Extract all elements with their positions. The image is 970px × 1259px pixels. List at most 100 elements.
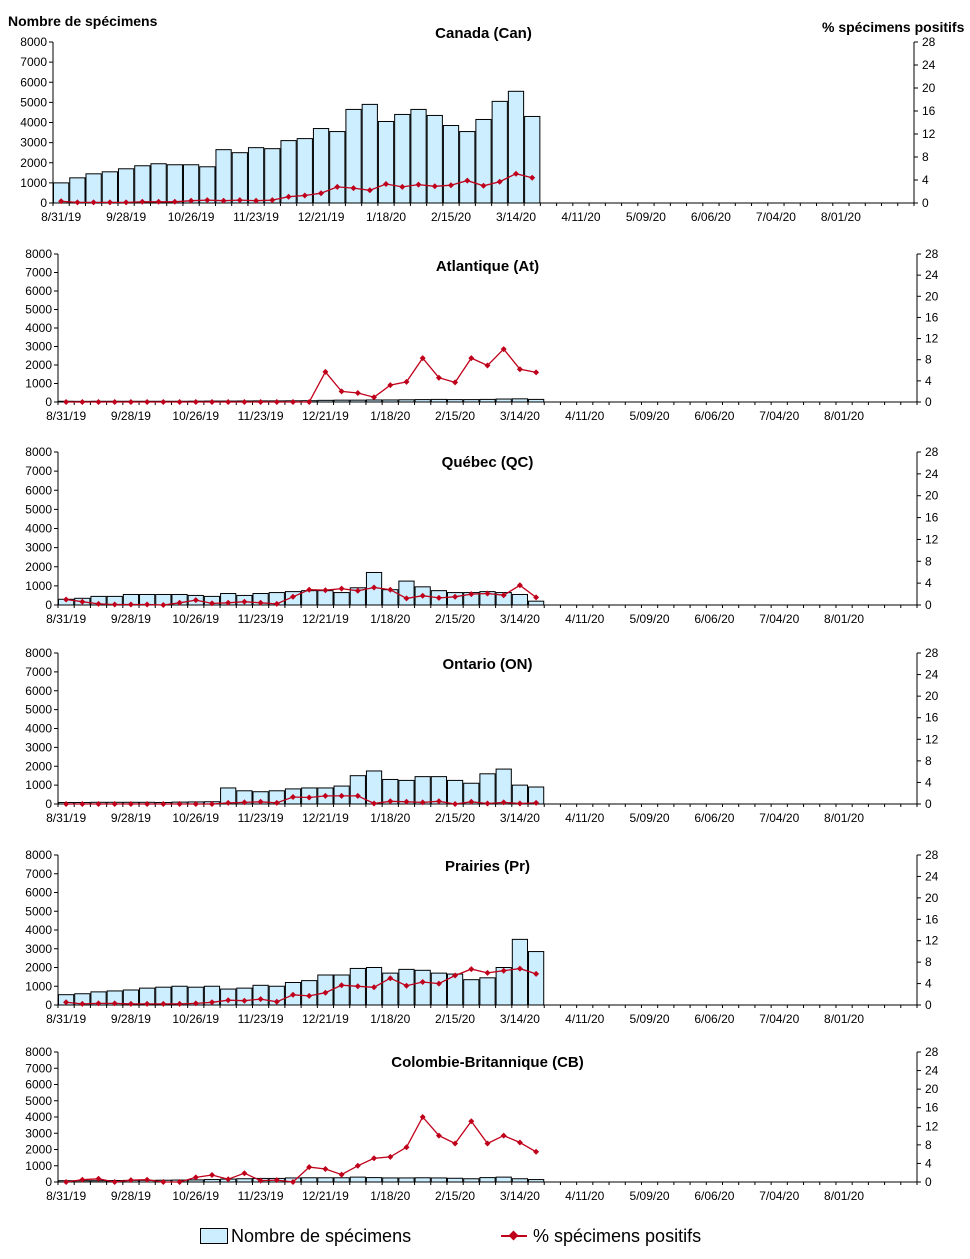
x-tick-label: 2/15/20 — [435, 612, 475, 626]
series-point — [241, 399, 248, 405]
bar — [349, 775, 366, 805]
series-point — [533, 799, 540, 806]
series-point — [468, 966, 475, 973]
series-point — [176, 399, 183, 405]
bar — [528, 951, 545, 1006]
series-point — [58, 198, 65, 205]
series-point — [144, 1000, 151, 1007]
bar — [426, 114, 443, 204]
y-tick-label-right: 20 — [925, 289, 939, 303]
series-point — [334, 183, 341, 190]
bar — [442, 125, 460, 204]
series-point — [111, 399, 118, 405]
bar — [333, 592, 350, 606]
series-point — [435, 594, 442, 601]
series-point — [290, 794, 296, 800]
bar — [398, 580, 415, 606]
y-tick-label-right: 20 — [925, 891, 939, 905]
series-point — [371, 394, 377, 401]
x-tick-label: 7/04/20 — [759, 1189, 799, 1203]
x-tick-label: 1/18/20 — [370, 811, 410, 825]
series-point — [338, 585, 345, 592]
series-point — [533, 970, 540, 977]
series-point — [144, 1176, 151, 1183]
x-tick-label: 12/21/19 — [302, 409, 349, 423]
y-tick-label-right: 28 — [925, 445, 939, 459]
x-tick-label: 10/26/19 — [172, 811, 219, 825]
series-point — [419, 1114, 426, 1120]
y-tick-label-right: 0 — [922, 196, 929, 210]
series-point — [160, 1179, 167, 1185]
series-point — [500, 346, 507, 353]
bar — [301, 590, 318, 606]
series-point — [192, 801, 199, 807]
series-point — [419, 799, 426, 806]
series-point — [301, 192, 308, 199]
series-point — [484, 1140, 491, 1147]
series-point — [399, 183, 406, 190]
series-point — [111, 1179, 118, 1185]
series-line — [66, 1115, 537, 1183]
series-point — [127, 1177, 134, 1184]
series-point — [155, 198, 162, 205]
bar — [446, 779, 464, 805]
y-tick-label-left: 0 — [45, 1175, 52, 1189]
series-point — [74, 199, 81, 206]
chart-panel-2: Atlantique (At) 0 1000 2000 3000 4000 5000 6000… — [25, 247, 938, 423]
chart-title: Québec (QC) — [442, 454, 534, 471]
series-point — [176, 801, 183, 807]
series-point — [171, 198, 178, 205]
series-point — [225, 799, 232, 806]
series-point — [90, 199, 97, 206]
x-tick-label: 8/31/19 — [46, 811, 86, 825]
series-point — [290, 1179, 296, 1185]
series-point — [354, 1162, 361, 1169]
y-tick-label-left: 3000 — [25, 942, 52, 956]
y-tick-label-left: 7000 — [25, 665, 52, 679]
bar — [475, 118, 492, 204]
x-tick-label: 8/31/19 — [41, 210, 81, 224]
series-point — [63, 399, 70, 405]
y-tick-label-right: 24 — [925, 869, 939, 883]
x-tick-label: 6/06/20 — [694, 409, 734, 423]
x-tick-label: 8/31/19 — [46, 1012, 86, 1026]
series-point — [241, 799, 248, 806]
series-point — [95, 600, 102, 607]
y-tick-label-right: 12 — [925, 934, 939, 948]
series-point — [533, 1148, 540, 1155]
x-tick-label: 7/04/20 — [756, 210, 796, 224]
y-tick-label-left: 1000 — [25, 377, 52, 391]
chart-panel-4: Ontario (ON) 0 1000 2000 3000 4000 5000 6000 700… — [25, 646, 938, 825]
series-point — [435, 980, 442, 987]
bar — [333, 1177, 350, 1183]
series-point — [452, 801, 459, 807]
y-tick-label-right: 16 — [925, 912, 939, 926]
y-tick-label-left: 2000 — [25, 759, 52, 773]
x-tick-label: 8/01/20 — [821, 210, 861, 224]
legend-pct-label: % spécimens positifs — [533, 1225, 702, 1246]
series-point — [484, 969, 491, 976]
x-tick-label: 2/15/20 — [435, 409, 475, 423]
y-tick-label-right: 12 — [925, 1119, 939, 1133]
y-tick-label-left: 4000 — [25, 321, 52, 335]
series-point — [273, 799, 280, 806]
series-point — [419, 979, 426, 985]
series-point — [354, 390, 361, 396]
series-point — [273, 399, 280, 405]
y-tick-label-left: 5000 — [25, 502, 52, 516]
series-point — [160, 399, 167, 405]
x-tick-label: 4/11/20 — [565, 811, 604, 825]
series-point — [484, 362, 491, 369]
series-point — [322, 1166, 329, 1172]
series-point — [209, 801, 215, 807]
series-point — [176, 1000, 183, 1007]
series-point — [257, 399, 264, 405]
x-tick-label: 6/06/20 — [694, 612, 734, 626]
x-tick-label: 9/28/19 — [111, 811, 151, 825]
series-point — [322, 989, 329, 996]
bar — [524, 115, 541, 204]
bar — [231, 152, 248, 204]
series-point — [338, 1171, 345, 1178]
x-tick-label: 8/31/19 — [46, 409, 86, 423]
